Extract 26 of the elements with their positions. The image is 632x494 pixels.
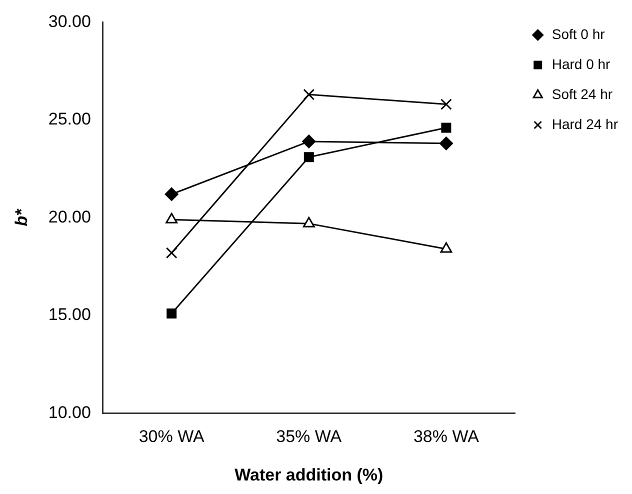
x-tick-label: 38% WA: [413, 427, 480, 446]
x-tick-label: 35% WA: [276, 427, 342, 446]
point: [441, 122, 452, 133]
point: [166, 308, 177, 318]
point: [302, 134, 316, 148]
point: [303, 88, 315, 100]
x-tick-label: 30% WA: [138, 427, 205, 446]
point: [440, 242, 452, 253]
legend-label: Hard 24 hr: [552, 116, 618, 132]
legend-label: Soft 0 hr: [552, 26, 606, 42]
point: [166, 212, 178, 224]
point: [440, 98, 452, 110]
point: [439, 136, 453, 150]
legend-label: Hard 0 hr: [552, 56, 611, 72]
x-axis-title: Water addition (%): [234, 465, 384, 484]
point: [166, 247, 178, 259]
y-tick-label: 15.00: [48, 305, 91, 324]
point: [302, 216, 315, 228]
y-tick-label: 20.00: [48, 207, 91, 226]
legend-label: Soft 24 hr: [552, 86, 613, 102]
y-tick-label: 10.00: [48, 402, 91, 422]
y-axis-title: b*: [12, 208, 31, 226]
y-tick-label: 25.00: [48, 110, 91, 129]
point: [164, 187, 178, 201]
y-tick-label: 30.00: [48, 12, 91, 31]
point: [304, 152, 314, 162]
